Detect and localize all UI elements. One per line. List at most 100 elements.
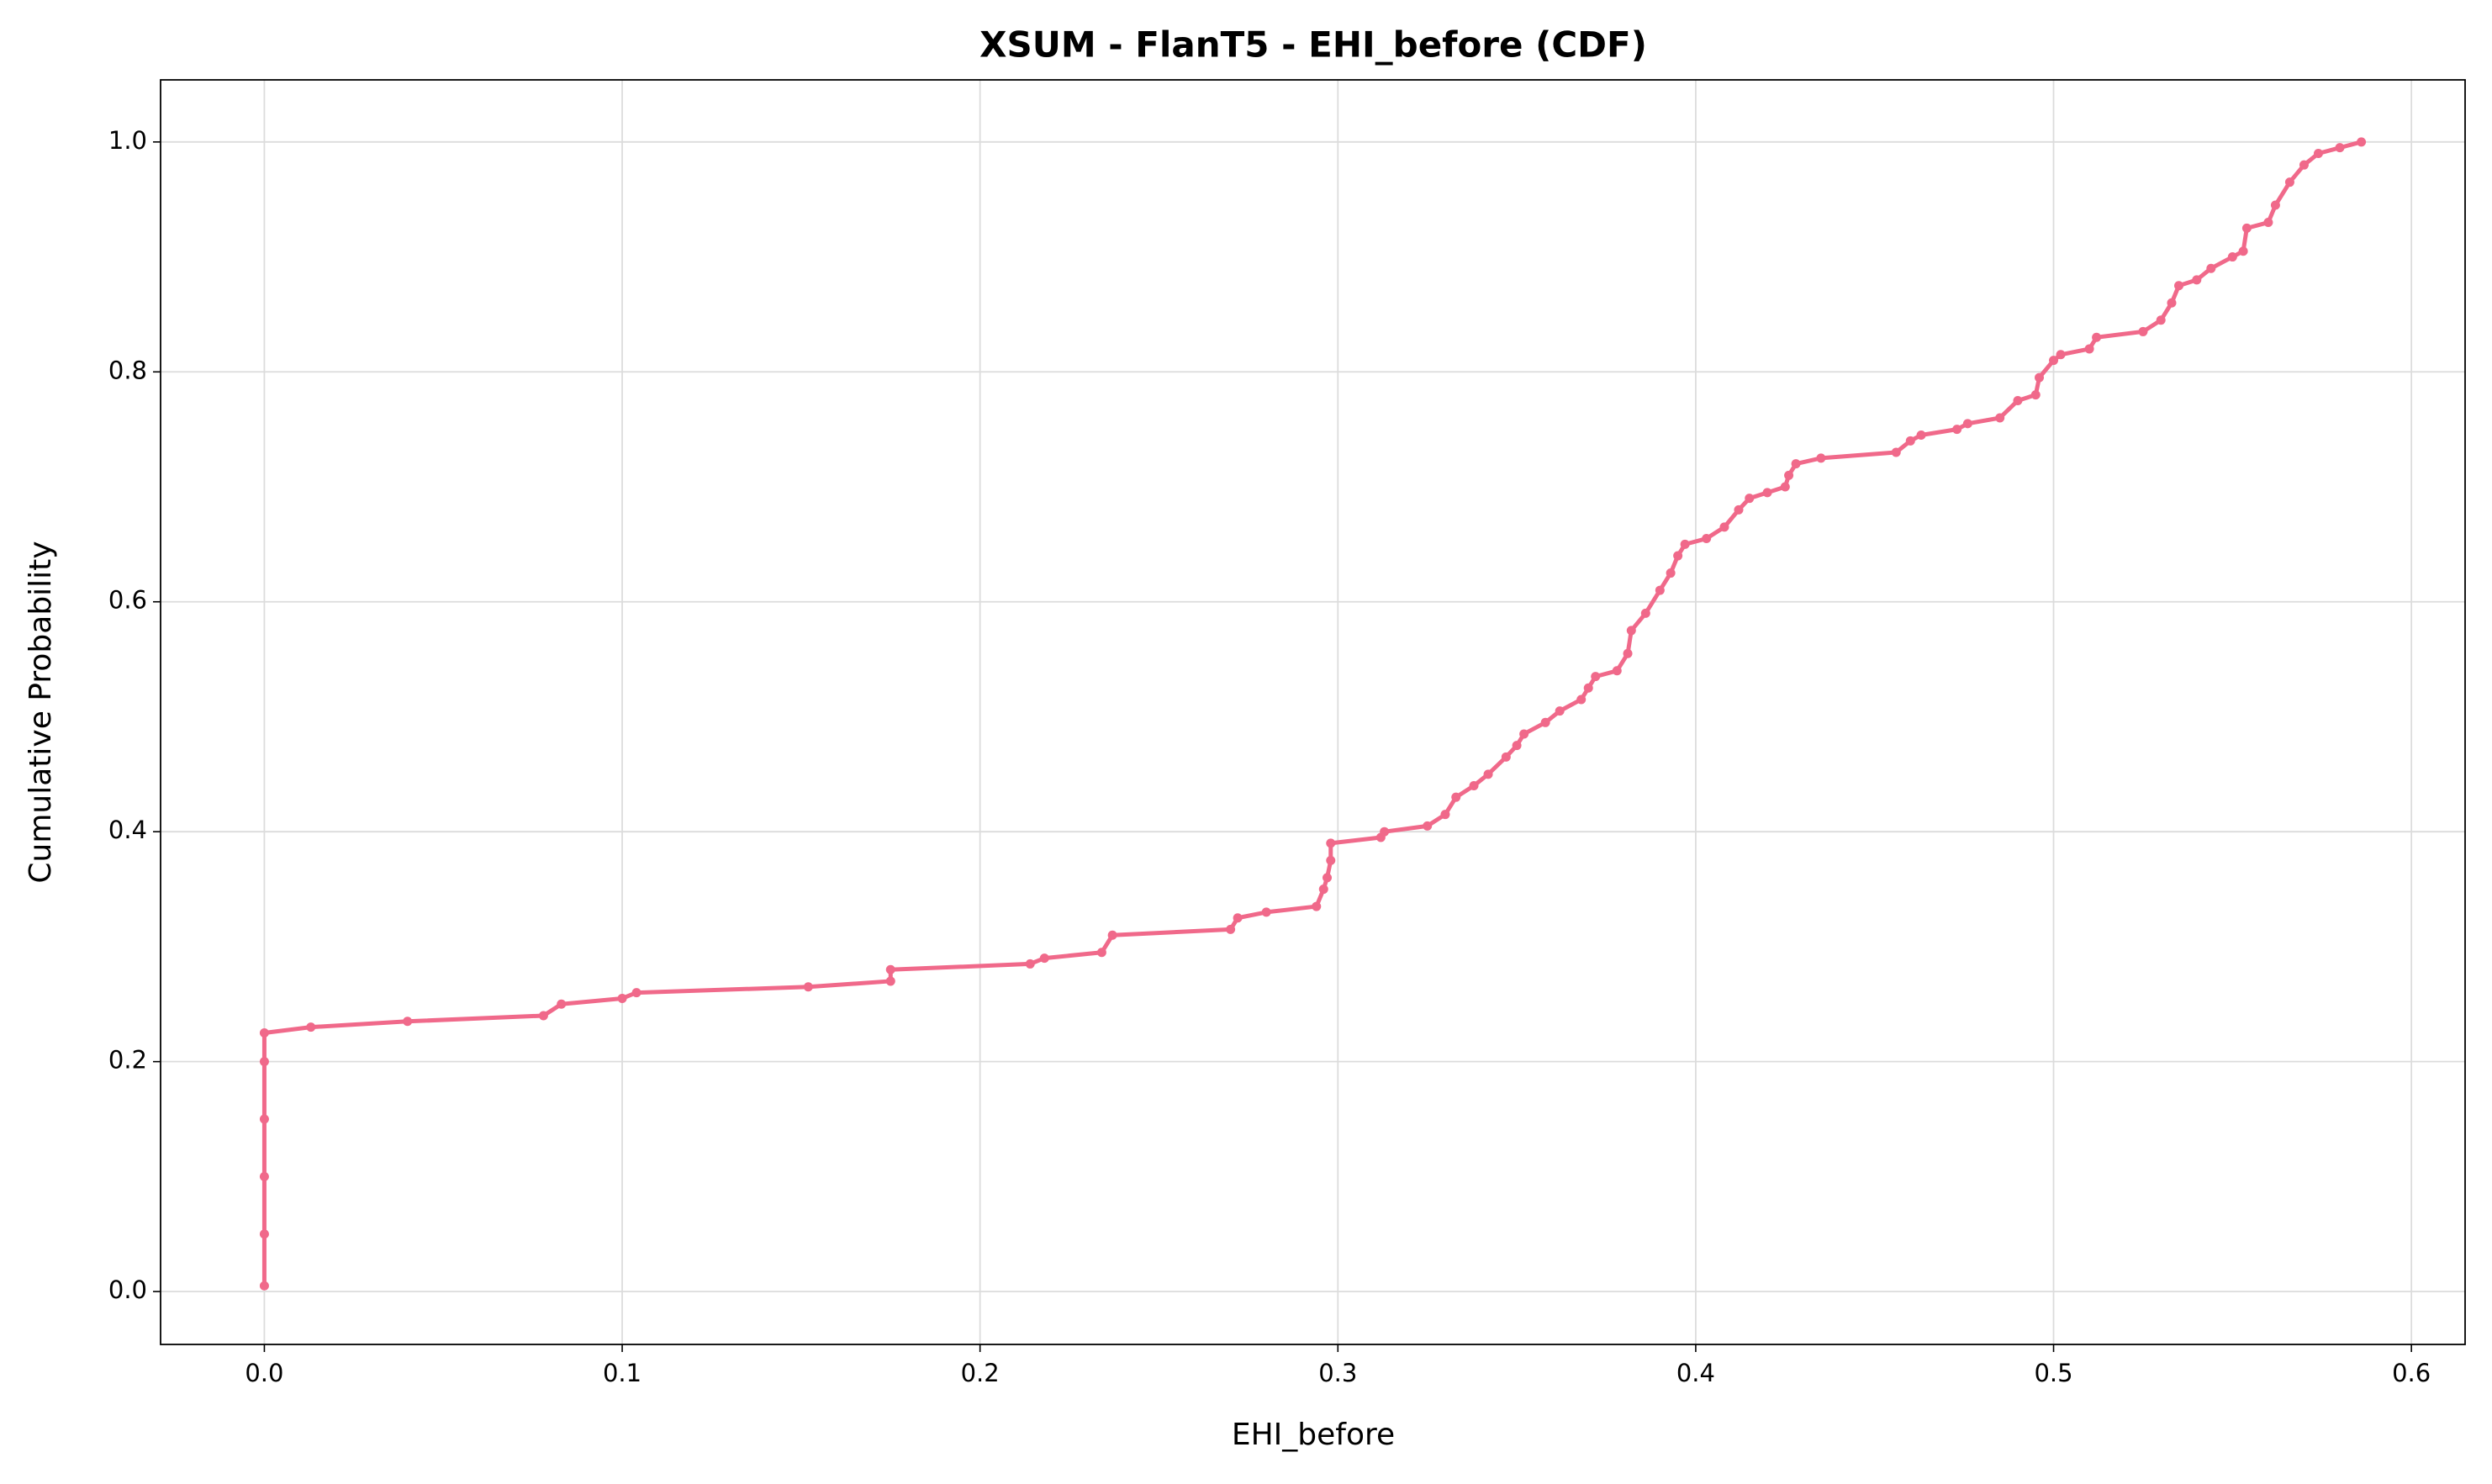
data-point	[1791, 459, 1801, 469]
y-tick-label: 1.0	[108, 126, 147, 155]
data-point	[1719, 522, 1729, 532]
x-tick-label: 0.3	[1318, 1359, 1357, 1387]
data-point	[259, 1027, 269, 1038]
x-tick-label: 0.2	[961, 1359, 1000, 1387]
data-point	[1483, 769, 1493, 779]
y-tick-label: 0.4	[108, 816, 147, 844]
y-axis-label: Cumulative Probability	[24, 541, 58, 883]
data-point	[1501, 752, 1511, 762]
data-point	[1673, 551, 1683, 561]
data-point	[2192, 275, 2202, 285]
data-point	[2013, 395, 2023, 405]
x-tick-label: 0.4	[1676, 1359, 1715, 1387]
data-point	[2241, 223, 2252, 233]
data-point	[1576, 694, 1587, 705]
x-tick-label: 0.5	[2034, 1359, 2072, 1387]
data-point	[1702, 534, 1712, 544]
data-point	[885, 964, 895, 974]
data-point	[2299, 160, 2309, 170]
data-point	[1469, 781, 1479, 791]
y-tick-label: 0.0	[108, 1275, 147, 1304]
y-tick-label: 0.8	[108, 356, 147, 384]
data-point	[1680, 539, 1690, 549]
data-point	[1816, 453, 1826, 463]
x-tick-label: 0.6	[2392, 1359, 2431, 1387]
data-point	[1734, 504, 1744, 515]
data-point	[2156, 315, 2166, 325]
data-point	[1626, 626, 1636, 636]
data-point	[2049, 356, 2059, 366]
data-point	[2206, 263, 2216, 273]
data-point	[2138, 326, 2148, 336]
data-point	[2335, 143, 2345, 153]
data-point	[1623, 648, 1633, 658]
data-point	[631, 988, 641, 998]
data-point	[1380, 826, 1390, 837]
data-point	[2357, 137, 2367, 147]
data-point	[403, 1017, 413, 1027]
data-point	[538, 1011, 548, 1021]
chart-title: XSUM - FlanT5 - EHI_before (CDF)	[979, 24, 1647, 66]
data-point	[1583, 683, 1593, 693]
data-point	[1745, 494, 1755, 504]
data-point	[1905, 436, 1915, 446]
data-point	[1261, 907, 1271, 917]
data-point	[2284, 177, 2294, 187]
plot-frame	[160, 79, 2466, 1345]
data-point	[1555, 706, 1565, 716]
data-point	[1039, 953, 1049, 964]
data-point	[1512, 741, 1522, 751]
data-point	[1323, 873, 1333, 883]
data-point	[1326, 838, 1336, 848]
data-point	[2056, 350, 2066, 360]
data-point	[2174, 281, 2184, 291]
data-point	[1326, 855, 1336, 865]
data-point	[885, 976, 895, 986]
data-point	[259, 1171, 269, 1181]
data-point	[1952, 425, 1962, 435]
data-point	[1612, 666, 1622, 676]
data-point	[2030, 390, 2041, 400]
data-point	[259, 1057, 269, 1067]
data-point	[2092, 332, 2102, 342]
data-point	[803, 982, 813, 992]
data-point	[259, 1114, 269, 1124]
cdf-line	[261, 140, 2363, 1286]
data-point	[1891, 447, 1901, 457]
data-point	[1962, 419, 1972, 429]
data-point	[1096, 948, 1106, 958]
data-point	[306, 1022, 316, 1032]
x-tick-label: 0.0	[245, 1359, 283, 1387]
data-point	[2238, 246, 2248, 256]
data-point	[259, 1281, 269, 1291]
x-axis-label: EHI_before	[1232, 1418, 1395, 1452]
data-point	[2263, 218, 2273, 228]
data-point	[259, 1229, 269, 1239]
y-tick-label: 0.6	[108, 586, 147, 615]
data-point	[1995, 413, 2005, 423]
data-point	[1666, 568, 1676, 578]
data-point	[1312, 901, 1322, 911]
y-tick-label: 0.2	[108, 1046, 147, 1075]
data-point	[1655, 585, 1665, 595]
data-point	[2035, 372, 2045, 383]
data-point	[1780, 482, 1790, 492]
data-point	[1640, 608, 1650, 618]
data-point	[1233, 913, 1243, 923]
data-point	[1784, 470, 1794, 480]
data-point	[2227, 252, 2237, 262]
data-point	[1916, 430, 1926, 440]
x-tick-label: 0.1	[603, 1359, 641, 1387]
data-point	[2270, 200, 2280, 210]
data-point	[1423, 821, 1433, 831]
data-point	[1226, 924, 1236, 934]
data-point	[2313, 149, 2323, 159]
data-point	[2084, 344, 2094, 354]
data-point	[2167, 298, 2177, 308]
data-point	[1519, 729, 1529, 739]
data-point	[1451, 792, 1461, 802]
data-point	[1591, 672, 1601, 682]
data-point	[617, 993, 627, 1003]
data-point	[557, 999, 567, 1009]
